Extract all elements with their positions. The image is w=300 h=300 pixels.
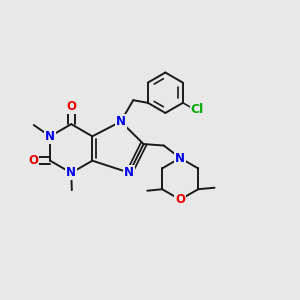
Text: N: N [45, 130, 55, 143]
Text: N: N [124, 166, 134, 179]
Text: O: O [175, 193, 185, 206]
Text: O: O [66, 100, 76, 113]
Text: N: N [116, 115, 126, 128]
Text: Cl: Cl [190, 103, 204, 116]
Text: N: N [66, 167, 76, 179]
Text: N: N [175, 152, 185, 164]
Text: O: O [28, 154, 38, 167]
